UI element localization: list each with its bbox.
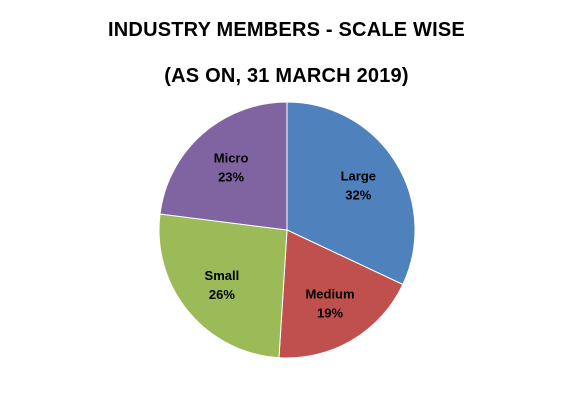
slice-label-micro: Micro	[214, 151, 249, 166]
pie-slice-large	[286, 101, 416, 286]
pie-slice-small	[158, 213, 288, 359]
pie-slice-micro	[159, 101, 288, 231]
pie-slice-medium	[278, 229, 404, 359]
slice-value-micro: 23%	[218, 170, 244, 185]
pie-slices	[158, 101, 416, 359]
slice-value-medium: 19%	[317, 306, 343, 321]
slice-label-large: Large	[341, 169, 376, 184]
slice-label-small: Small	[205, 268, 240, 283]
slice-value-large: 32%	[345, 188, 371, 203]
pie-labels: Large 32% Medium 19% Small 26% Micro 23%	[205, 151, 376, 321]
slice-label-medium: Medium	[305, 287, 354, 302]
chart-title: INDUSTRY MEMBERS - SCALE WISE	[108, 19, 465, 41]
chart-subtitle: (AS ON, 31 MARCH 2019)	[164, 65, 409, 87]
slice-value-small: 26%	[209, 287, 235, 302]
